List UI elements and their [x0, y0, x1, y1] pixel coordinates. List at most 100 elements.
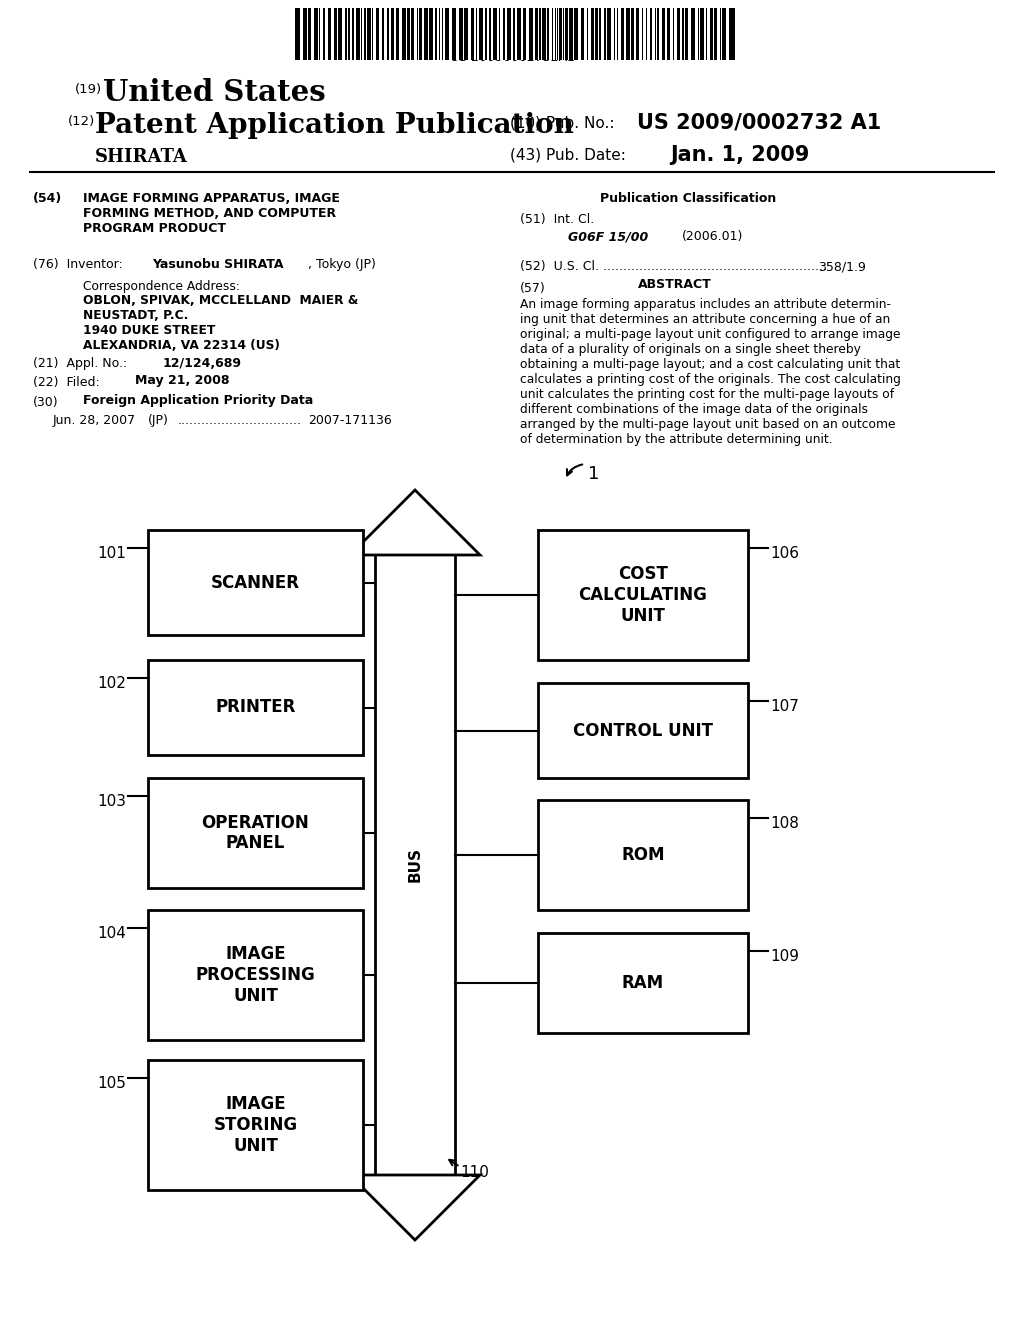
- Bar: [670, 8, 673, 59]
- Bar: [414, 8, 417, 59]
- Bar: [680, 8, 682, 59]
- Text: ...............................: ...............................: [178, 414, 302, 426]
- Text: 1: 1: [588, 465, 599, 483]
- Bar: [497, 8, 499, 59]
- Bar: [601, 8, 604, 59]
- Bar: [468, 8, 471, 59]
- Bar: [538, 933, 748, 1034]
- Text: (JP): (JP): [148, 414, 169, 426]
- Bar: [437, 8, 439, 59]
- Text: (2006.01): (2006.01): [682, 230, 743, 243]
- Text: COST
CALCULATING
UNIT: COST CALCULATING UNIT: [579, 565, 708, 624]
- Bar: [148, 531, 362, 635]
- Text: (22)  Filed:: (22) Filed:: [33, 376, 99, 389]
- Bar: [331, 8, 334, 59]
- Bar: [538, 682, 748, 777]
- Bar: [433, 8, 435, 59]
- Text: PRINTER: PRINTER: [215, 698, 296, 717]
- Bar: [300, 8, 303, 59]
- Text: ABSTRACT: ABSTRACT: [638, 279, 712, 290]
- Text: 110: 110: [460, 1166, 488, 1180]
- Bar: [538, 531, 748, 660]
- Bar: [399, 8, 402, 59]
- Bar: [705, 8, 706, 59]
- Text: 358/1.9: 358/1.9: [818, 260, 866, 273]
- Bar: [505, 8, 507, 59]
- Text: 106: 106: [770, 546, 799, 561]
- Bar: [549, 8, 552, 59]
- Bar: [373, 8, 376, 59]
- Bar: [384, 8, 387, 59]
- Text: Yasunobu SHIRATA: Yasunobu SHIRATA: [152, 257, 284, 271]
- Text: Correspondence Address:: Correspondence Address:: [83, 280, 240, 293]
- Bar: [652, 8, 655, 59]
- Bar: [634, 8, 636, 59]
- Bar: [618, 8, 621, 59]
- Text: BUS: BUS: [408, 847, 423, 883]
- Bar: [553, 8, 555, 59]
- Text: An image forming apparatus includes an attribute determin-
ing unit that determi: An image forming apparatus includes an a…: [520, 298, 901, 446]
- Text: US 2009/0002732 A1: US 2009/0002732 A1: [637, 112, 882, 132]
- Text: (21)  Appl. No.:: (21) Appl. No.:: [33, 356, 127, 370]
- Text: Foreign Application Priority Data: Foreign Application Priority Data: [83, 393, 313, 407]
- Bar: [707, 8, 710, 59]
- Text: Jun. 28, 2007: Jun. 28, 2007: [53, 414, 136, 426]
- Text: OPERATION
PANEL: OPERATION PANEL: [202, 813, 309, 853]
- Text: IMAGE
PROCESSING
UNIT: IMAGE PROCESSING UNIT: [196, 945, 315, 1005]
- Bar: [394, 8, 396, 59]
- Text: (57): (57): [520, 282, 546, 294]
- Text: 104: 104: [97, 927, 126, 941]
- Bar: [615, 8, 617, 59]
- Bar: [521, 8, 523, 59]
- Bar: [449, 8, 452, 59]
- Text: (30): (30): [33, 396, 58, 409]
- Text: ROM: ROM: [622, 846, 665, 865]
- Text: 2007-171136: 2007-171136: [308, 414, 392, 426]
- Bar: [148, 660, 362, 755]
- Text: 109: 109: [770, 949, 799, 964]
- Bar: [726, 8, 729, 59]
- Text: 103: 103: [97, 795, 126, 809]
- Text: OBLON, SPIVAK, MCCLELLAND  MAIER &
NEUSTADT, P.C.
1940 DUKE STREET
ALEXANDRIA, V: OBLON, SPIVAK, MCCLELLAND MAIER & NEUSTA…: [83, 294, 358, 352]
- Bar: [354, 8, 356, 59]
- Text: US 20090002732A1: US 20090002732A1: [450, 51, 574, 63]
- Bar: [362, 8, 364, 59]
- Bar: [483, 8, 485, 59]
- Text: CONTROL UNIT: CONTROL UNIT: [573, 722, 713, 739]
- Text: IMAGE
STORING
UNIT: IMAGE STORING UNIT: [213, 1096, 298, 1155]
- Text: SHIRATA: SHIRATA: [95, 148, 187, 166]
- Bar: [319, 8, 323, 59]
- Text: 102: 102: [97, 676, 126, 690]
- Bar: [639, 8, 642, 59]
- Bar: [422, 8, 424, 59]
- Text: (52)  U.S. Cl. ........................................................: (52) U.S. Cl. ..........................…: [520, 260, 827, 273]
- Text: (54): (54): [33, 191, 62, 205]
- Text: Jan. 1, 2009: Jan. 1, 2009: [670, 145, 809, 165]
- Text: SCANNER: SCANNER: [211, 573, 300, 591]
- Bar: [526, 8, 529, 59]
- Text: 108: 108: [770, 816, 799, 832]
- Bar: [659, 8, 662, 59]
- Bar: [588, 8, 591, 59]
- Text: , Tokyo (JP): , Tokyo (JP): [308, 257, 376, 271]
- Bar: [477, 8, 479, 59]
- Text: (76)  Inventor:: (76) Inventor:: [33, 257, 123, 271]
- Bar: [511, 8, 513, 59]
- Bar: [695, 8, 698, 59]
- Bar: [325, 8, 328, 59]
- Bar: [148, 1060, 362, 1191]
- Bar: [500, 8, 503, 59]
- Text: 12/124,689: 12/124,689: [163, 356, 242, 370]
- Text: 107: 107: [770, 700, 799, 714]
- Bar: [647, 8, 650, 59]
- Bar: [379, 8, 382, 59]
- Bar: [350, 8, 352, 59]
- Bar: [148, 909, 362, 1040]
- Text: (12): (12): [68, 115, 95, 128]
- Text: (51)  Int. Cl.: (51) Int. Cl.: [520, 213, 594, 226]
- Text: (19): (19): [75, 83, 102, 96]
- Polygon shape: [350, 1175, 480, 1239]
- Bar: [643, 8, 646, 59]
- Text: (43) Pub. Date:: (43) Pub. Date:: [510, 148, 626, 162]
- Bar: [440, 8, 442, 59]
